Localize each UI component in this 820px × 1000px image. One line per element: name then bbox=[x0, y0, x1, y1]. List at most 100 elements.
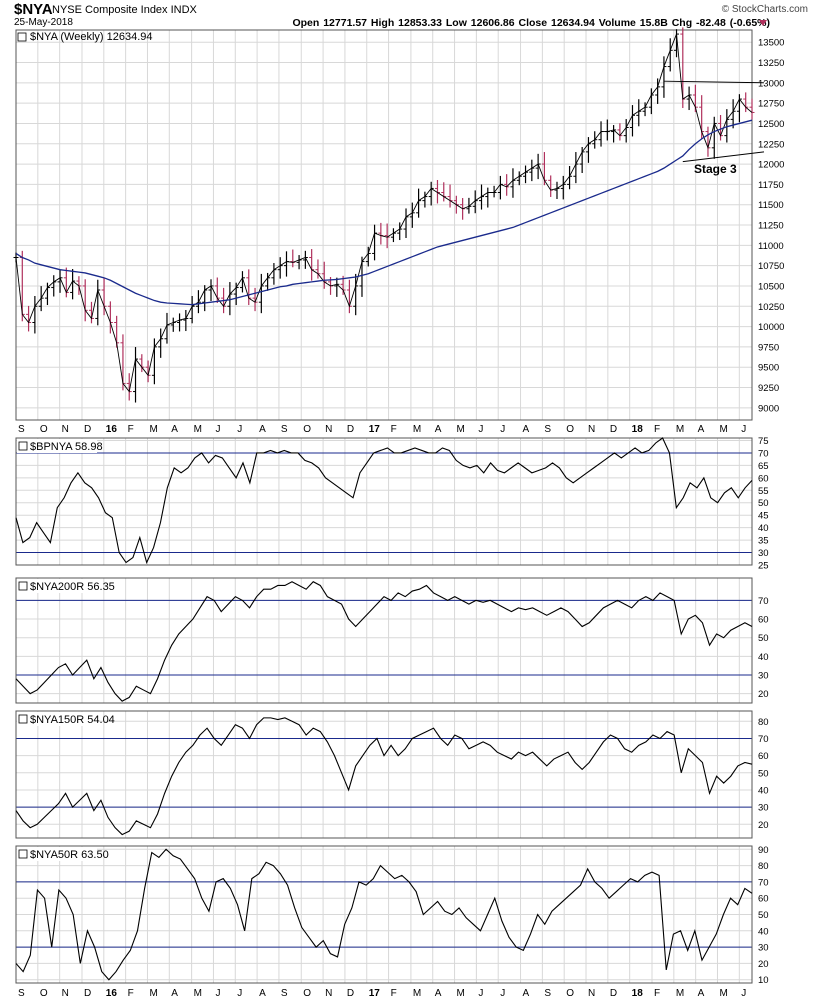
x-tick-label: N bbox=[325, 988, 332, 999]
x-tick-label: A bbox=[698, 424, 705, 435]
x-tick-label: N bbox=[325, 424, 332, 435]
x-tick-label: D bbox=[84, 988, 91, 999]
moving-average-line bbox=[15, 119, 753, 306]
price-bar bbox=[378, 222, 384, 245]
y-tick-label: 80 bbox=[758, 861, 769, 872]
x-tick-label: A bbox=[171, 424, 178, 435]
x-tick-label: D bbox=[610, 424, 617, 435]
y-tick-label: 10000 bbox=[758, 322, 784, 333]
x-tick-label: M bbox=[413, 424, 421, 435]
x-tick-label: M bbox=[413, 988, 421, 999]
x-tick-label: J bbox=[237, 424, 242, 435]
price-bar bbox=[535, 153, 541, 180]
y-tick-label: 9250 bbox=[758, 383, 779, 394]
down-arrow-icon bbox=[759, 20, 767, 26]
x-tick-label: S bbox=[544, 988, 551, 999]
chart-icon bbox=[18, 849, 28, 859]
y-tick-label: 70 bbox=[758, 596, 769, 607]
y-tick-label: 45 bbox=[758, 511, 769, 522]
y-tick-label: 60 bbox=[758, 894, 769, 905]
y-tick-label: 30 bbox=[758, 671, 769, 682]
price-bar bbox=[183, 309, 189, 332]
panel-title: $BPNYA 58.98 bbox=[30, 441, 103, 453]
x-tick-label: N bbox=[588, 988, 595, 999]
price-bar bbox=[126, 373, 132, 401]
price-bar bbox=[177, 313, 183, 332]
x-tick-label: O bbox=[40, 988, 48, 999]
price-bar bbox=[239, 271, 245, 293]
y-tick-label: 13250 bbox=[758, 58, 784, 69]
y-tick-label: 70 bbox=[758, 448, 769, 459]
price-bar bbox=[214, 277, 220, 303]
indicator-line bbox=[15, 717, 753, 836]
x-tick-label: 17 bbox=[369, 988, 381, 999]
price-bar bbox=[491, 185, 497, 198]
price-bar bbox=[523, 165, 529, 184]
panel-title: $NYA50R 63.50 bbox=[30, 849, 109, 861]
price-bar bbox=[623, 119, 629, 143]
x-tick-label: J bbox=[500, 988, 505, 999]
x-tick-label: 16 bbox=[106, 424, 118, 435]
x-tick-label: F bbox=[128, 988, 134, 999]
index-name: NYSE Composite Index INDX bbox=[52, 4, 197, 16]
x-tick-label: A bbox=[523, 988, 530, 999]
y-tick-label: 90 bbox=[758, 845, 769, 856]
x-tick-label: F bbox=[391, 988, 397, 999]
x-tick-label: A bbox=[171, 988, 178, 999]
y-tick-label: 10750 bbox=[758, 261, 784, 272]
y-tick-label: 50 bbox=[758, 498, 769, 509]
x-tick-label: M bbox=[194, 424, 202, 435]
x-tick-label: 16 bbox=[106, 988, 118, 999]
x-tick-label: F bbox=[128, 424, 134, 435]
trendline-upper bbox=[663, 80, 765, 84]
x-tick-label: J bbox=[215, 988, 220, 999]
price-bar bbox=[283, 251, 289, 277]
price-bar bbox=[170, 317, 176, 332]
price-bar bbox=[617, 123, 623, 141]
x-tick-label: S bbox=[281, 988, 288, 999]
y-tick-label: 80 bbox=[758, 717, 769, 728]
x-tick-label: J bbox=[237, 988, 242, 999]
y-tick-label: 40 bbox=[758, 785, 769, 796]
x-tick-label: O bbox=[40, 424, 48, 435]
symbol: $NYA bbox=[14, 1, 53, 18]
x-tick-label: F bbox=[654, 424, 660, 435]
price-bar bbox=[560, 175, 566, 200]
y-tick-label: 65 bbox=[758, 461, 769, 472]
price-bar bbox=[548, 175, 554, 197]
x-tick-label: A bbox=[435, 424, 442, 435]
x-tick-label: J bbox=[215, 424, 220, 435]
y-tick-label: 13000 bbox=[758, 78, 784, 89]
x-tick-label: N bbox=[588, 424, 595, 435]
x-tick-label: J bbox=[741, 424, 746, 435]
x-tick-label: S bbox=[18, 988, 25, 999]
x-tick-label: S bbox=[544, 424, 551, 435]
y-tick-label: 30 bbox=[758, 943, 769, 954]
x-tick-label: O bbox=[303, 988, 311, 999]
x-tick-label: 17 bbox=[369, 424, 381, 435]
y-tick-label: 50 bbox=[758, 910, 769, 921]
x-tick-label: D bbox=[84, 424, 91, 435]
y-tick-label: 40 bbox=[758, 523, 769, 534]
indicator-line bbox=[15, 848, 753, 981]
x-tick-label: S bbox=[18, 424, 25, 435]
y-tick-label: 9500 bbox=[758, 363, 779, 374]
x-tick-label: M bbox=[149, 988, 157, 999]
x-tick-label: F bbox=[391, 424, 397, 435]
chart-icon bbox=[17, 32, 27, 42]
y-tick-label: 75 bbox=[758, 436, 769, 447]
y-tick-label: 40 bbox=[758, 652, 769, 663]
chart-icon bbox=[18, 441, 28, 451]
price-bar bbox=[604, 119, 610, 141]
y-tick-label: 11250 bbox=[758, 221, 784, 232]
price-close-line bbox=[15, 33, 753, 393]
price-bar bbox=[579, 147, 585, 173]
annotation-label: Stage 3 bbox=[694, 162, 737, 176]
x-tick-label: N bbox=[62, 988, 69, 999]
y-tick-label: 11500 bbox=[758, 200, 784, 211]
y-tick-label: 12000 bbox=[758, 160, 784, 171]
x-tick-label: O bbox=[566, 424, 574, 435]
panel-title: $NYA150R 54.04 bbox=[30, 714, 115, 726]
x-tick-label: 18 bbox=[632, 424, 644, 435]
